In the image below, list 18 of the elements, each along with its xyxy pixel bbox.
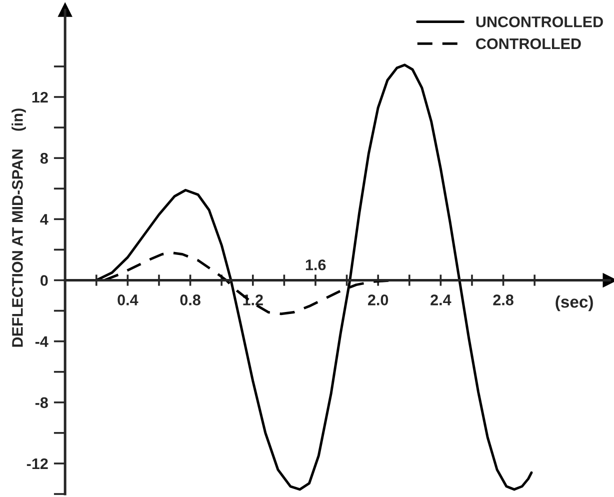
line-series xyxy=(95,64,533,491)
annotation: 1.6 xyxy=(306,259,326,270)
legend-label: CONTROLLED xyxy=(476,38,581,50)
y-tick-label: 0 xyxy=(40,275,48,286)
x-tick-label: 0.4 xyxy=(118,294,138,306)
x-axis-title: (sec) xyxy=(556,296,593,312)
y-tick-label: 8 xyxy=(40,152,48,164)
x-tick-label: 2.4 xyxy=(430,294,452,306)
x-tick-label: 2.0 xyxy=(368,294,388,306)
x-tick-label: 2.8 xyxy=(493,294,514,306)
y-tick-label: 12 xyxy=(32,92,48,103)
y-axis-title: DEFLECTION AT MID-SPAN (in) xyxy=(12,108,26,347)
y-tick-label: -12 xyxy=(26,458,48,470)
y-tick-label: -8 xyxy=(35,397,48,408)
legend-label: UNCONTROLLED xyxy=(476,16,603,28)
y-tick-label: 4 xyxy=(40,214,48,225)
y-tick-label: -4 xyxy=(35,336,48,347)
x-tick-label: 0.8 xyxy=(180,294,200,306)
